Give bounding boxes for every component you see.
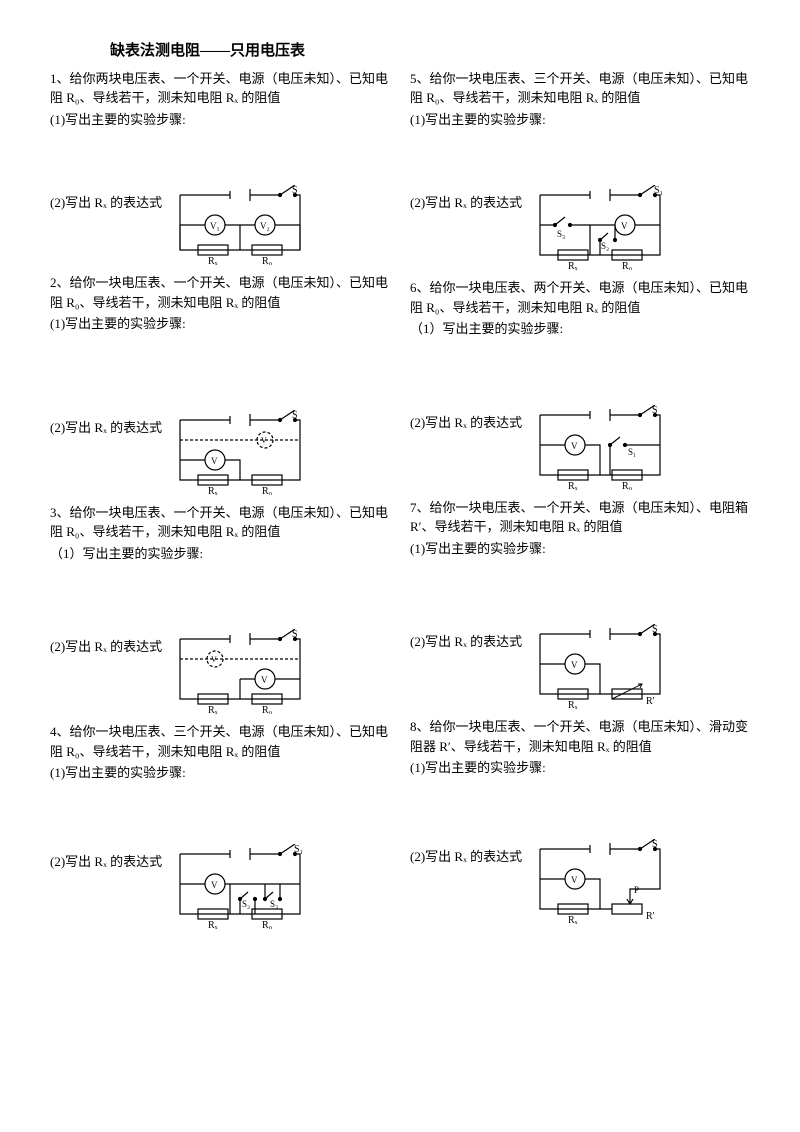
- svg-text:S₂: S₂: [601, 241, 609, 251]
- svg-text:Rₓ: Rₓ: [568, 261, 578, 270]
- q6-expr: (2)写出 Rₓ 的表达式: [410, 405, 522, 433]
- svg-text:S: S: [652, 624, 658, 635]
- svg-text:S: S: [652, 405, 658, 416]
- q5-step: (1)写出主要的实验步骤:: [410, 110, 750, 130]
- q8-text: 8、给你一块电压表、一个开关、电源（电压未知）、滑动变阻器 R′、导线若干，测未…: [410, 717, 750, 756]
- svg-text:R₀: R₀: [262, 256, 273, 265]
- circuit-6: S V S₁ Rₓ R₀: [530, 405, 670, 490]
- svg-text:R': R': [646, 696, 655, 707]
- svg-text:V: V: [621, 221, 628, 231]
- circuit-1: S V₁ V₂ Rₓ R₀: [170, 185, 310, 265]
- svg-text:V: V: [571, 441, 578, 451]
- svg-text:V: V: [571, 875, 578, 885]
- circuit-3: S V V Rₓ R₀: [170, 629, 310, 714]
- svg-text:Rₓ: Rₓ: [208, 920, 218, 929]
- q6-step: （1）写出主要的实验步骤:: [410, 319, 750, 339]
- svg-text:Rₓ: Rₓ: [568, 481, 578, 490]
- q6-text: 6、给你一块电压表、两个开关、电源（电压未知）、已知电阻 R₀、导线若干，测未知…: [410, 278, 750, 317]
- svg-text:V: V: [261, 675, 268, 685]
- q1-step: (1)写出主要的实验步骤:: [50, 110, 390, 130]
- svg-text:S₁: S₁: [628, 447, 636, 457]
- q2-text: 2、给你一块电压表、一个开关、电源（电压未知）、已知电阻 R₀、导线若干，测未知…: [50, 273, 390, 312]
- svg-text:S₂: S₂: [242, 899, 250, 909]
- svg-text:V: V: [571, 660, 578, 670]
- svg-text:R₀: R₀: [262, 920, 273, 929]
- q7-text: 7、给你一块电压表、一个开关、电源（电压未知）、电阻箱 R′、导线若干，测未知电…: [410, 498, 750, 537]
- circuit-5: S₁ S₃ S₂ V Rₓ R₀: [530, 185, 670, 270]
- svg-text:P: P: [634, 885, 639, 895]
- q3-text: 3、给你一块电压表、一个开关、电源（电压未知）、已知电阻 R₀、导线若干，测未知…: [50, 503, 390, 542]
- q2-step: (1)写出主要的实验步骤:: [50, 314, 390, 334]
- svg-text:R₀: R₀: [262, 705, 273, 714]
- circuit-8: S V P Rₓ R': [530, 839, 670, 924]
- q1-text: 1、给你两块电压表、一个开关、电源（电压未知）、已知电阻 R₀、导线若干，测未知…: [50, 69, 390, 108]
- svg-text:S: S: [652, 839, 658, 850]
- circuit-2: S V V Rₓ R₀: [170, 410, 310, 495]
- q7-expr: (2)写出 Rₓ 的表达式: [410, 624, 522, 652]
- page-title: 缺表法测电阻——只用电压表: [110, 40, 750, 63]
- svg-text:V: V: [211, 655, 217, 664]
- svg-text:Rₓ: Rₓ: [208, 486, 218, 495]
- q5-text: 5、给你一块电压表、三个开关、电源（电压未知）、已知电阻 R₀、导线若干，测未知…: [410, 69, 750, 108]
- svg-text:S₁: S₁: [294, 844, 303, 855]
- q4-expr: (2)写出 Rₓ 的表达式: [50, 844, 162, 872]
- svg-text:S₁: S₁: [654, 185, 663, 196]
- svg-text:Rₓ: Rₓ: [568, 700, 578, 709]
- q1-expr: (2)写出 Rₓ 的表达式: [50, 185, 162, 213]
- svg-text:V₁: V₁: [210, 221, 220, 231]
- svg-text:Rₓ: Rₓ: [568, 915, 578, 924]
- svg-text:R₀: R₀: [622, 261, 633, 270]
- svg-text:S: S: [292, 410, 298, 421]
- svg-text:V: V: [211, 456, 218, 466]
- svg-text:V: V: [261, 436, 267, 445]
- svg-text:Rₓ: Rₓ: [208, 705, 218, 714]
- q4-step: (1)写出主要的实验步骤:: [50, 763, 390, 783]
- svg-text:R₀: R₀: [622, 481, 633, 490]
- q2-expr: (2)写出 Rₓ 的表达式: [50, 410, 162, 438]
- left-column: 1、给你两块电压表、一个开关、电源（电压未知）、已知电阻 R₀、导线若干，测未知…: [50, 67, 390, 937]
- q3-step: （1）写出主要的实验步骤:: [50, 544, 390, 564]
- svg-text:S: S: [292, 185, 298, 196]
- svg-text:R₀: R₀: [262, 486, 273, 495]
- circuit-7: S V Rₓ R': [530, 624, 670, 709]
- svg-text:V: V: [211, 880, 218, 890]
- svg-text:S₃: S₃: [557, 229, 565, 239]
- svg-text:Rₓ: Rₓ: [208, 256, 218, 265]
- q3-expr: (2)写出 Rₓ 的表达式: [50, 629, 162, 657]
- right-column: 5、给你一块电压表、三个开关、电源（电压未知）、已知电阻 R₀、导线若干，测未知…: [410, 67, 750, 937]
- svg-text:V₂: V₂: [260, 221, 270, 231]
- q8-step: (1)写出主要的实验步骤:: [410, 758, 750, 778]
- q8-expr: (2)写出 Rₓ 的表达式: [410, 839, 522, 867]
- svg-text:S: S: [292, 629, 298, 640]
- q5-expr: (2)写出 Rₓ 的表达式: [410, 185, 522, 213]
- svg-text:R': R': [646, 911, 655, 922]
- q4-text: 4、给你一块电压表、三个开关、电源（电压未知）、已知电阻 R₀、导线若干，测未知…: [50, 722, 390, 761]
- svg-text:S₃: S₃: [270, 899, 278, 909]
- q7-step: (1)写出主要的实验步骤:: [410, 539, 750, 559]
- circuit-4: S₁ V S₂ S₃ Rₓ R₀: [170, 844, 310, 929]
